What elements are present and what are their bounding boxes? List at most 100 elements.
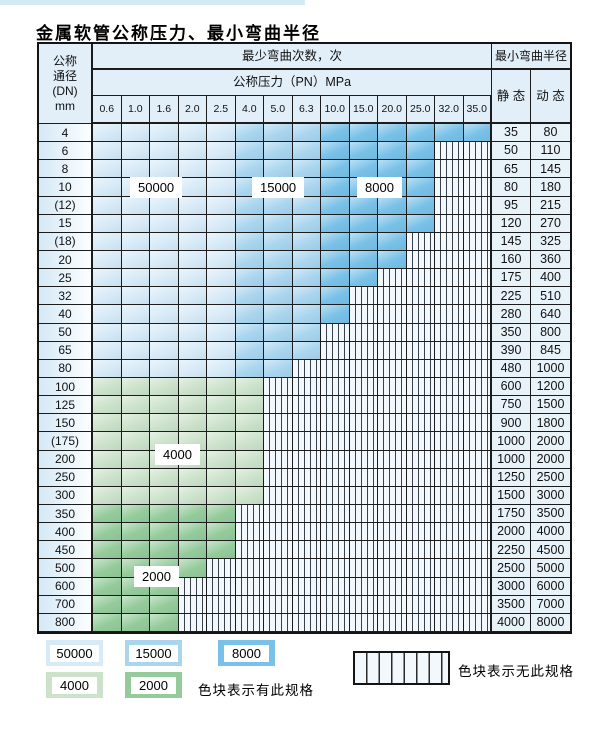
spec-available-cell — [93, 341, 122, 360]
spec-unavailable-cell — [378, 504, 407, 524]
spec-available-cell — [349, 124, 378, 143]
spec-available-cell — [93, 486, 122, 505]
spec-available-cell — [121, 196, 150, 215]
spec-unavailable-cell — [349, 341, 378, 360]
spec-unavailable-cell — [235, 613, 264, 632]
spec-available-cell — [321, 142, 350, 161]
spec-unavailable-cell — [321, 504, 350, 524]
hose-spec-table: 公称 通径 (DN) mm 最少弯曲次数，次 最小弯曲半径 公称压力（PN）MP… — [37, 42, 572, 634]
spec-available-cell — [321, 196, 350, 215]
spec-available-cell — [207, 178, 236, 197]
spec-unavailable-cell — [264, 486, 293, 505]
spec-unavailable-cell — [378, 613, 407, 632]
spec-unavailable-cell — [463, 323, 492, 342]
spec-unavailable-cell — [349, 523, 378, 542]
static-radius-cell: 120 — [492, 214, 531, 233]
spec-available-cell — [264, 250, 293, 270]
spec-unavailable-cell — [349, 559, 378, 578]
spec-available-cell — [235, 468, 264, 487]
dn-cell: 20 — [39, 250, 93, 270]
spec-available-cell — [178, 377, 207, 397]
spec-available-cell — [93, 523, 122, 542]
dynamic-radius-cell: 7000 — [531, 595, 570, 614]
spec-unavailable-cell — [435, 468, 464, 487]
spec-unavailable-cell — [321, 577, 350, 596]
dn-cell: 4 — [39, 124, 93, 143]
spec-unavailable-cell — [235, 523, 264, 542]
spec-available-cell — [207, 486, 236, 505]
spec-available-cell — [207, 196, 236, 215]
spec-unavailable-cell — [264, 414, 293, 433]
bend-cycles-header: 最少弯曲次数，次 — [93, 44, 492, 70]
dynamic-radius-cell: 3000 — [531, 486, 570, 505]
spec-unavailable-cell — [406, 468, 435, 487]
static-radius-cell: 145 — [492, 232, 531, 251]
spec-unavailable-cell — [178, 577, 207, 596]
spec-available-cell — [207, 377, 236, 397]
spec-unavailable-cell — [292, 396, 321, 415]
spec-available-cell — [207, 323, 236, 342]
spec-available-cell — [93, 541, 122, 560]
dn-cell: 700 — [39, 595, 93, 614]
spec-unavailable-cell — [463, 250, 492, 270]
dn-cell: 600 — [39, 577, 93, 596]
spec-available-cell — [178, 559, 207, 578]
dynamic-radius-cell: 80 — [531, 124, 570, 143]
spec-unavailable-cell — [292, 414, 321, 433]
spec-unavailable-cell — [349, 396, 378, 415]
spec-available-cell — [150, 232, 179, 251]
legend-swatch: 8000 — [218, 640, 275, 666]
spec-unavailable-cell — [406, 595, 435, 614]
dynamic-column-header: 动 态 — [531, 70, 570, 124]
spec-available-cell — [150, 541, 179, 560]
spec-available-cell — [150, 377, 179, 397]
spec-unavailable-cell — [321, 341, 350, 360]
spec-available-cell — [121, 468, 150, 487]
pressure-header-cell: 5.0 — [264, 96, 293, 124]
spec-available-cell — [235, 250, 264, 270]
page-title: 金属软管公称压力、最小弯曲半径 — [36, 24, 321, 44]
spec-available-cell — [178, 414, 207, 433]
spec-available-cell — [93, 124, 122, 143]
spec-available-cell — [178, 359, 207, 378]
legend-swatch: 2000 — [125, 672, 182, 698]
cycle-count-label: 50000 — [130, 177, 183, 198]
spec-unavailable-cell — [292, 577, 321, 596]
spec-unavailable-cell — [378, 450, 407, 469]
dynamic-radius-cell: 2500 — [531, 468, 570, 487]
spec-available-cell — [121, 504, 150, 524]
spec-unavailable-cell — [463, 504, 492, 524]
spec-unavailable-cell — [463, 196, 492, 215]
spec-available-cell — [349, 214, 378, 233]
spec-available-cell — [378, 214, 407, 233]
spec-unavailable-cell — [435, 577, 464, 596]
spec-unavailable-cell — [321, 432, 350, 451]
dynamic-radius-cell: 1200 — [531, 377, 570, 397]
spec-available-cell — [150, 468, 179, 487]
spec-unavailable-cell — [406, 341, 435, 360]
spec-available-cell — [178, 160, 207, 179]
spec-unavailable-cell — [378, 287, 407, 306]
dynamic-radius-cell: 8000 — [531, 613, 570, 632]
pressure-header-cell: 15.0 — [349, 96, 378, 124]
spec-available-cell — [378, 160, 407, 179]
spec-unavailable-cell — [463, 160, 492, 179]
spec-unavailable-cell — [321, 377, 350, 397]
spec-available-cell — [292, 142, 321, 161]
spec-available-cell — [321, 232, 350, 251]
static-radius-cell: 280 — [492, 305, 531, 324]
spec-available-cell — [121, 613, 150, 632]
spec-available-cell — [93, 468, 122, 487]
spec-available-cell — [150, 214, 179, 233]
spec-unavailable-cell — [321, 613, 350, 632]
spec-available-cell — [93, 160, 122, 179]
spec-available-cell — [207, 414, 236, 433]
legend-swatch-label: 15000 — [129, 644, 178, 662]
dynamic-radius-cell: 845 — [531, 341, 570, 360]
static-radius-cell: 225 — [492, 287, 531, 306]
cycle-count-label: 15000 — [252, 177, 305, 198]
spec-available-cell — [406, 178, 435, 197]
pressure-header-cell: 32.0 — [435, 96, 464, 124]
spec-unavailable-cell — [463, 377, 492, 397]
legend-has-spec-text: 色块表示有此规格 — [198, 683, 314, 698]
